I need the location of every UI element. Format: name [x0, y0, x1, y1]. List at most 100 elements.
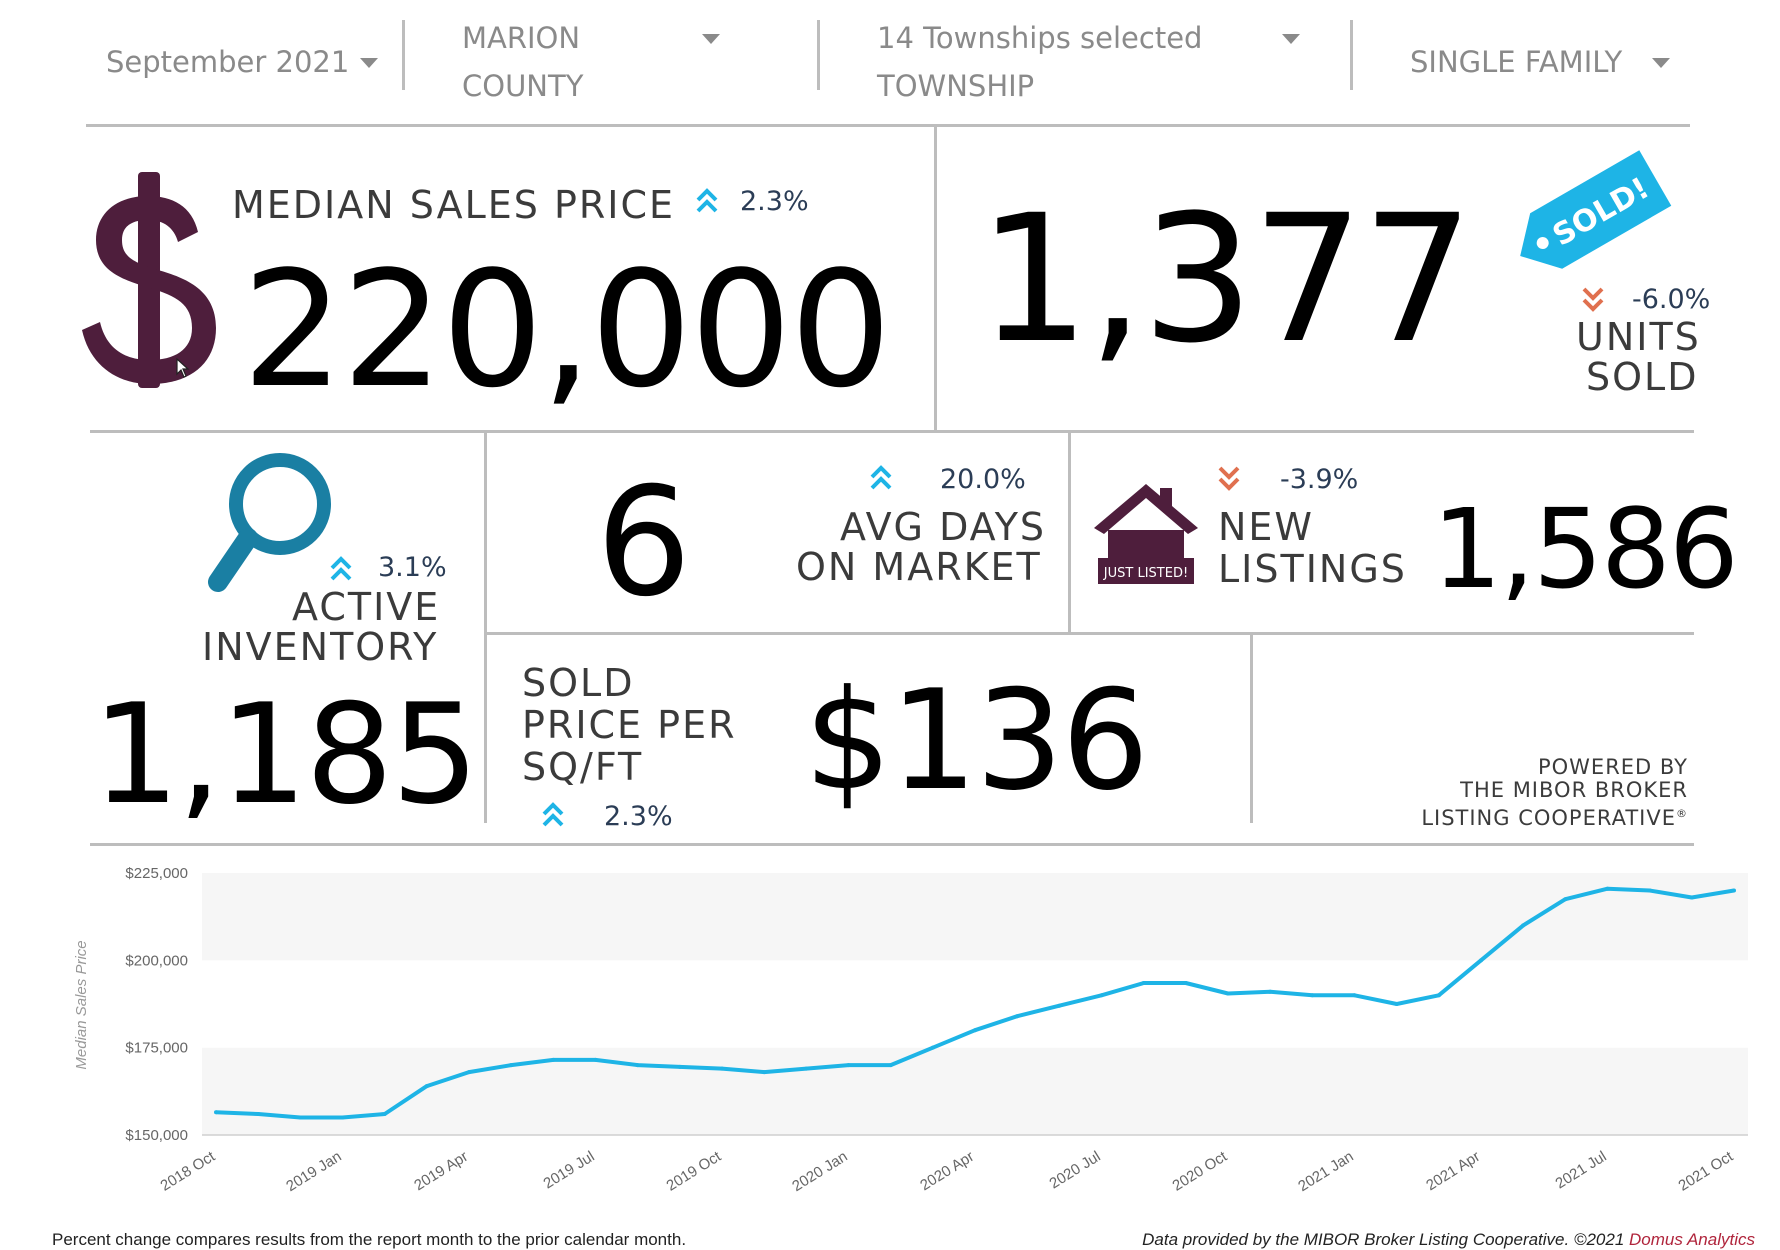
x-tick-label: 2020 Jul: [1047, 1148, 1104, 1192]
data-point[interactable]: [1648, 888, 1652, 892]
units-sold-change: -6.0%: [1632, 284, 1710, 316]
data-point[interactable]: [1142, 981, 1146, 985]
powered-by-line3: LISTING COOPERATIVE: [1421, 806, 1676, 830]
data-point[interactable]: [1057, 1004, 1061, 1008]
divider: [487, 632, 1694, 635]
month-filter-value: September 2021: [106, 45, 349, 79]
data-point[interactable]: [467, 1070, 471, 1074]
units-sold-value: 1,377: [978, 192, 1472, 368]
county-filter[interactable]: MARION COUNTY: [462, 14, 722, 110]
price-per-sqft-label-line1: SOLD: [522, 664, 634, 704]
data-point[interactable]: [509, 1063, 513, 1067]
data-point[interactable]: [1479, 958, 1483, 962]
data-point[interactable]: [383, 1112, 387, 1116]
x-tick-label: 2021 Apr: [1423, 1148, 1483, 1194]
data-point[interactable]: [1310, 993, 1314, 997]
data-point[interactable]: [1437, 993, 1441, 997]
data-point[interactable]: [1100, 993, 1104, 997]
data-point[interactable]: [594, 1058, 598, 1062]
filter-divider: [817, 20, 820, 90]
footnote-right: Data provided by the MIBOR Broker Listin…: [1142, 1230, 1755, 1250]
active-inventory-value: 1,185: [92, 686, 477, 824]
data-point[interactable]: [847, 1063, 851, 1067]
chevron-down-icon[interactable]: [1652, 58, 1670, 68]
domus-analytics-link[interactable]: Domus Analytics: [1629, 1230, 1755, 1249]
data-point[interactable]: [1226, 992, 1230, 996]
house-icon: JUST LISTED!: [1090, 478, 1202, 586]
data-point[interactable]: [1563, 897, 1567, 901]
data-point[interactable]: [889, 1063, 893, 1067]
x-tick-label: 2019 Oct: [663, 1148, 724, 1195]
y-tick-label: $150,000: [125, 1127, 188, 1144]
property-type-filter[interactable]: SINGLE FAMILY: [1410, 38, 1670, 86]
data-point[interactable]: [762, 1070, 766, 1074]
y-tick-label: $225,000: [125, 865, 188, 882]
data-point[interactable]: [636, 1063, 640, 1067]
x-tick-label: 2020 Jan: [789, 1148, 850, 1195]
grid-band: [202, 1048, 1748, 1135]
county-filter-line2: COUNTY: [462, 62, 722, 110]
chevron-down-icon[interactable]: [702, 34, 720, 44]
data-point[interactable]: [1690, 895, 1694, 899]
chevron-down-icon[interactable]: [360, 58, 378, 68]
avg-days-on-market-value: 6: [596, 468, 689, 618]
median-sales-price-chart: $150,000 $175,000 $200,000 $225,000 2018 Oc…: [60, 855, 1750, 1215]
data-point[interactable]: [1268, 990, 1272, 994]
x-tick-label: 2021 Oct: [1675, 1148, 1736, 1195]
data-point[interactable]: [1353, 993, 1357, 997]
powered-by-credit: POWERED BY THE MIBOR BROKER LISTING COOP…: [1421, 756, 1688, 830]
powered-by-line1: POWERED BY: [1421, 756, 1688, 779]
new-listings-change: -3.9%: [1280, 464, 1358, 496]
data-point[interactable]: [1606, 887, 1610, 891]
divider: [90, 843, 1694, 846]
chevron-down-icon[interactable]: [1282, 34, 1300, 44]
grid-band: [202, 873, 1748, 960]
footnote-right-text: Data provided by the MIBOR Broker Listin…: [1142, 1230, 1629, 1249]
data-point[interactable]: [973, 1028, 977, 1032]
active-inventory-label-line1: ACTIVE: [292, 588, 440, 628]
price-per-sqft-label-line3: SQ/FT: [522, 748, 643, 788]
data-point[interactable]: [678, 1065, 682, 1069]
data-point[interactable]: [720, 1067, 724, 1071]
x-tick-label: 2020 Oct: [1169, 1148, 1230, 1195]
data-point[interactable]: [1395, 1002, 1399, 1006]
up-arrow-icon: [696, 188, 718, 214]
x-tick-label: 2019 Jul: [541, 1148, 598, 1192]
new-listings-value: 1,586: [1432, 494, 1737, 604]
data-point[interactable]: [1521, 923, 1525, 927]
x-tick-label: 2021 Jan: [1295, 1148, 1356, 1195]
data-point[interactable]: [214, 1110, 218, 1114]
data-point[interactable]: [298, 1116, 302, 1120]
data-point[interactable]: [931, 1046, 935, 1050]
magnifier-icon: [206, 450, 346, 600]
median-sales-price-value: 220,000: [242, 250, 890, 410]
data-point[interactable]: [804, 1067, 808, 1071]
price-per-sqft-change: 2.3%: [604, 801, 673, 833]
house-sign-text: JUST LISTED!: [1103, 566, 1188, 581]
data-point[interactable]: [256, 1112, 260, 1116]
data-point[interactable]: [1184, 981, 1188, 985]
property-type-value: SINGLE FAMILY: [1410, 45, 1622, 79]
data-point[interactable]: [425, 1084, 429, 1088]
active-inventory-change: 3.1%: [378, 552, 447, 584]
grid-band: [202, 960, 1748, 1047]
township-filter[interactable]: 14 Townships selected TOWNSHIP: [877, 14, 1317, 110]
filter-divider: [1350, 20, 1353, 90]
data-point[interactable]: [341, 1116, 345, 1120]
down-arrow-icon: [1218, 465, 1240, 491]
price-per-sqft-value: $136: [804, 672, 1147, 810]
avg-days-on-market-label-line1: AVG DAYS: [840, 508, 1046, 548]
powered-by-line2: THE MIBOR BROKER: [1421, 779, 1688, 802]
data-point[interactable]: [1015, 1014, 1019, 1018]
units-sold-label-line1: UNITS: [1576, 318, 1701, 358]
avg-days-on-market-change: 20.0%: [940, 464, 1026, 496]
units-sold-label-line2: SOLD: [1586, 358, 1698, 398]
divider: [484, 433, 487, 823]
y-tick-label: $175,000: [125, 1040, 188, 1057]
data-point[interactable]: [1732, 888, 1736, 892]
data-point[interactable]: [551, 1058, 555, 1062]
avg-days-on-market-label-line2: ON MARKET: [796, 548, 1042, 588]
x-tick-label: 2020 Apr: [917, 1148, 977, 1194]
divider: [86, 124, 1690, 127]
new-listings-label-line2: LISTINGS: [1218, 550, 1407, 590]
